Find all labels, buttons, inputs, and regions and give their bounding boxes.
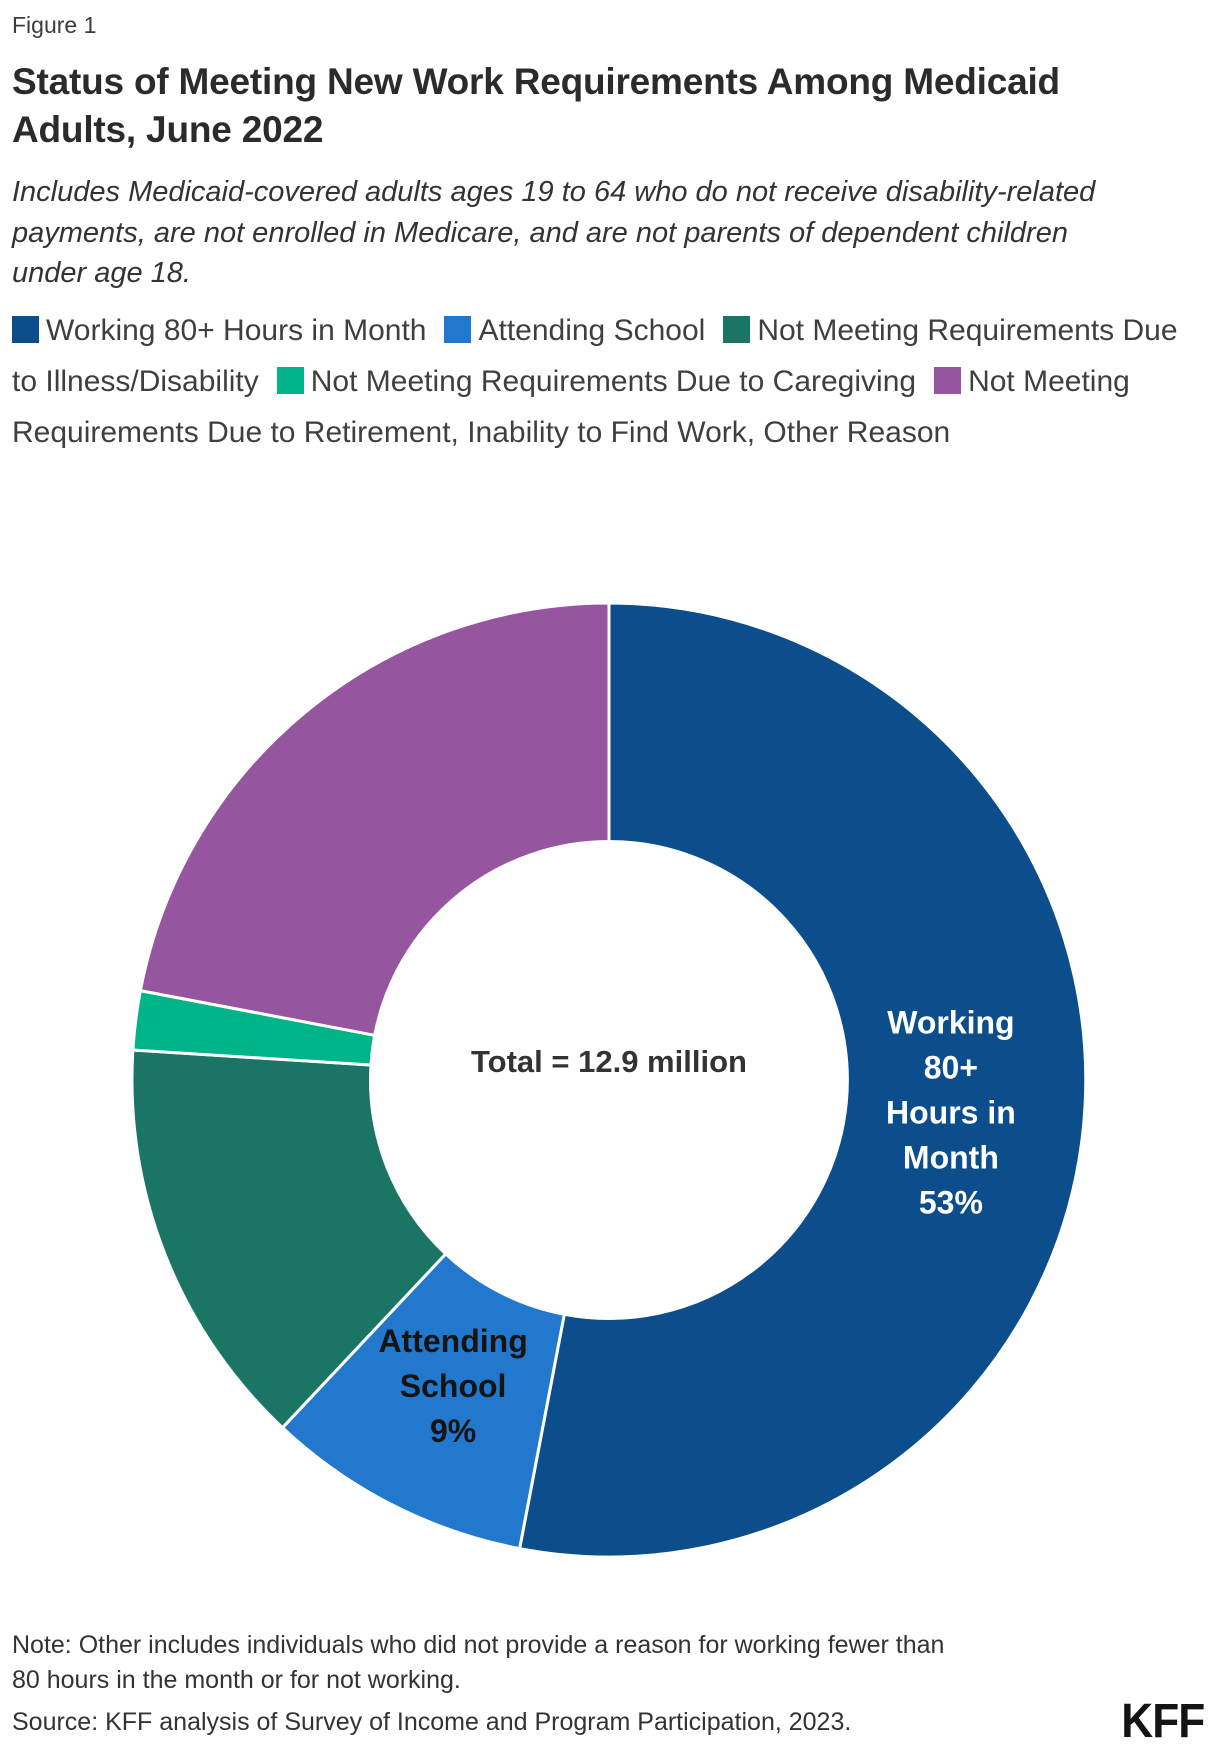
donut-chart-container: Working 80+ Hours in Month 53% Attending Schoo…	[0, 575, 1220, 1585]
donut-chart: Working 80+ Hours in Month 53% Attending Schoo…	[130, 601, 1088, 1559]
legend-label-2: Attending School	[478, 314, 706, 347]
chart-legend: Working 80+ Hours in Month Attending Scho…	[12, 305, 1207, 458]
legend-swatch-2	[444, 316, 472, 343]
legend-label-5: Not Meeting Requirements Due to Retireme…	[12, 365, 1130, 449]
chart-subtitle: Includes Medicaid-covered adults ages 19…	[12, 176, 1096, 290]
kff-logo: KFF	[1120, 1695, 1205, 1748]
donut-segment-3	[130, 1048, 448, 1430]
chart-title: Status of Meeting New Work Requirements …	[12, 61, 1060, 151]
donut-segment-1	[518, 601, 1088, 1559]
footnote: Note: Other includes individuals who did…	[12, 1631, 945, 1694]
legend-swatch-5	[934, 367, 962, 394]
source-line: Source: KFF analysis of Survey of Income…	[12, 1708, 852, 1736]
legend-label-1: Working 80+ Hours in Month	[46, 314, 427, 347]
legend-label-4: Not Meeting Requirements Due to Caregivi…	[310, 365, 917, 398]
legend-swatch-1	[12, 316, 39, 343]
slice-label-2: Attending School 9%	[378, 1323, 527, 1449]
donut-center-total: Total = 12.9 million	[471, 1044, 747, 1079]
legend-swatch-4	[276, 367, 304, 394]
figure-label: Figure 1	[12, 12, 97, 38]
slice-label-1: Working 80+ Hours in Month 53%	[886, 1004, 1016, 1220]
legend-swatch-3	[723, 316, 751, 343]
donut-segment-5	[138, 601, 611, 1037]
legend-label-3: Not Meeting Requirements Due to Illness/…	[12, 314, 1178, 398]
